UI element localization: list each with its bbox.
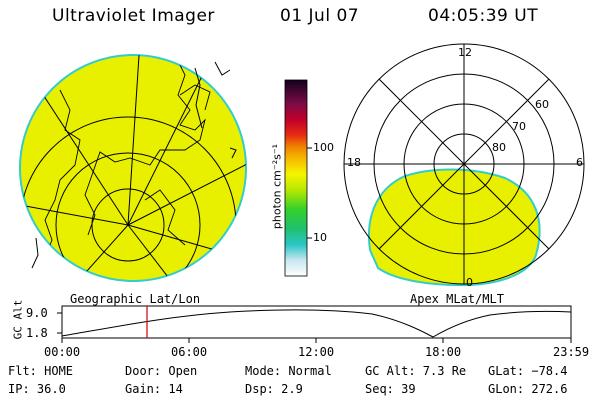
- alt-xtick-2359: 23:59: [553, 345, 590, 359]
- geographic-caption: Geographic Lat/Lon: [70, 292, 201, 306]
- mlt-label-0: 0: [466, 276, 473, 289]
- lat-label-70: 70: [512, 120, 526, 133]
- date-label: 01 Jul 07: [280, 6, 360, 26]
- lat-label-80: 80: [492, 141, 506, 154]
- info-gcalt: GC Alt: 7.3 Re: [365, 364, 467, 378]
- alt-ytick-1-8: 1.8: [26, 326, 48, 340]
- info-glon: GLon: 272.6: [488, 382, 568, 396]
- alt-xtick-1200: 12:00: [298, 345, 335, 359]
- colorbar-unit-label: photon cm⁻²s⁻¹: [270, 143, 284, 230]
- info-ip: IP: 36.0: [8, 382, 66, 396]
- info-dsp: Dsp: 2.9: [245, 382, 303, 396]
- colorbar: [284, 79, 312, 277]
- apex-map: [343, 43, 585, 287]
- time-label: 04:05:39 UT: [428, 6, 539, 26]
- info-seq: Seq: 39: [365, 382, 416, 396]
- info-flt: Flt: HOME: [8, 364, 74, 378]
- geographic-map: [19, 54, 247, 282]
- alt-xtick-1800: 18:00: [425, 345, 462, 359]
- apex-caption: Apex MLat/MLT: [410, 292, 504, 306]
- info-glat: GLat: −78.4: [488, 364, 568, 378]
- alt-xtick-0000: 00:00: [44, 345, 81, 359]
- lat-label-60: 60: [535, 98, 549, 111]
- mlt-label-6: 6: [576, 156, 583, 169]
- altitude-plot: [57, 305, 572, 343]
- alt-xtick-0600: 06:00: [171, 345, 208, 359]
- alt-ytick-9: 9.0: [26, 306, 48, 320]
- info-gain: Gain: 14: [125, 382, 183, 396]
- mlt-label-18: 18: [347, 156, 361, 169]
- info-mode: Mode: Normal: [245, 364, 332, 378]
- info-door: Door: Open: [125, 364, 198, 378]
- colorbar-tick-100: 100: [313, 141, 334, 154]
- app-title: Ultraviolet Imager: [52, 6, 215, 26]
- apex-auroral-fill: [368, 168, 541, 287]
- mlt-label-12: 12: [458, 46, 472, 59]
- auroral-fill: [19, 54, 247, 282]
- alt-ylabel: GC Alt: [11, 299, 25, 340]
- colorbar-tick-10: 10: [313, 231, 327, 244]
